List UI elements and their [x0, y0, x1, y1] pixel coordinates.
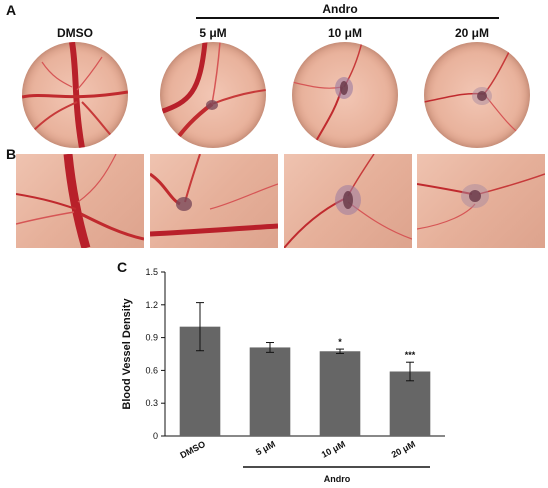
panel-c-label: C: [117, 259, 128, 275]
condition-label-20um: 20 μM: [454, 26, 490, 40]
y-axis-title: Blood Vessel Density: [121, 297, 133, 409]
y-tick-label: 1.5: [145, 267, 158, 277]
y-tick-label: 0.6: [145, 365, 158, 375]
y-tick-label: 0.9: [145, 333, 158, 343]
x-tick-label: DMSO: [178, 439, 207, 461]
cam-image-10um: [292, 42, 398, 148]
y-tick-label: 0: [153, 431, 158, 441]
bar: [389, 371, 431, 436]
cam-closeup-20um: [417, 154, 545, 248]
cam-closeup-dmso: [16, 154, 144, 248]
cam-image-5um: [160, 42, 266, 148]
bar: [319, 351, 361, 436]
significance-mark: *: [338, 337, 342, 347]
condition-label-5um: 5 μM: [199, 26, 227, 40]
cam-closeup-5um: [150, 154, 278, 248]
x-tick-label: 5 μM: [254, 439, 277, 457]
andro-group-line: [196, 17, 499, 19]
bar: [249, 347, 291, 436]
x-tick-label: 20 μM: [390, 439, 417, 460]
andro-group-label: Andro: [322, 2, 358, 16]
condition-label-dmso: DMSO: [57, 26, 93, 40]
condition-label-10um: 10 μM: [327, 26, 363, 40]
y-tick-label: 1.2: [145, 300, 158, 310]
y-tick-label: 0.3: [145, 398, 158, 408]
cam-image-20um: [424, 42, 530, 148]
significance-mark: ***: [405, 350, 416, 360]
panel-b-label: B: [6, 146, 17, 162]
cam-image-dmso: [22, 42, 128, 148]
x-tick-label: 10 μM: [320, 439, 347, 460]
andro-bracket-label: Andro: [324, 474, 351, 484]
panel-a-label: A: [6, 2, 17, 18]
cam-closeup-10um: [284, 154, 412, 248]
